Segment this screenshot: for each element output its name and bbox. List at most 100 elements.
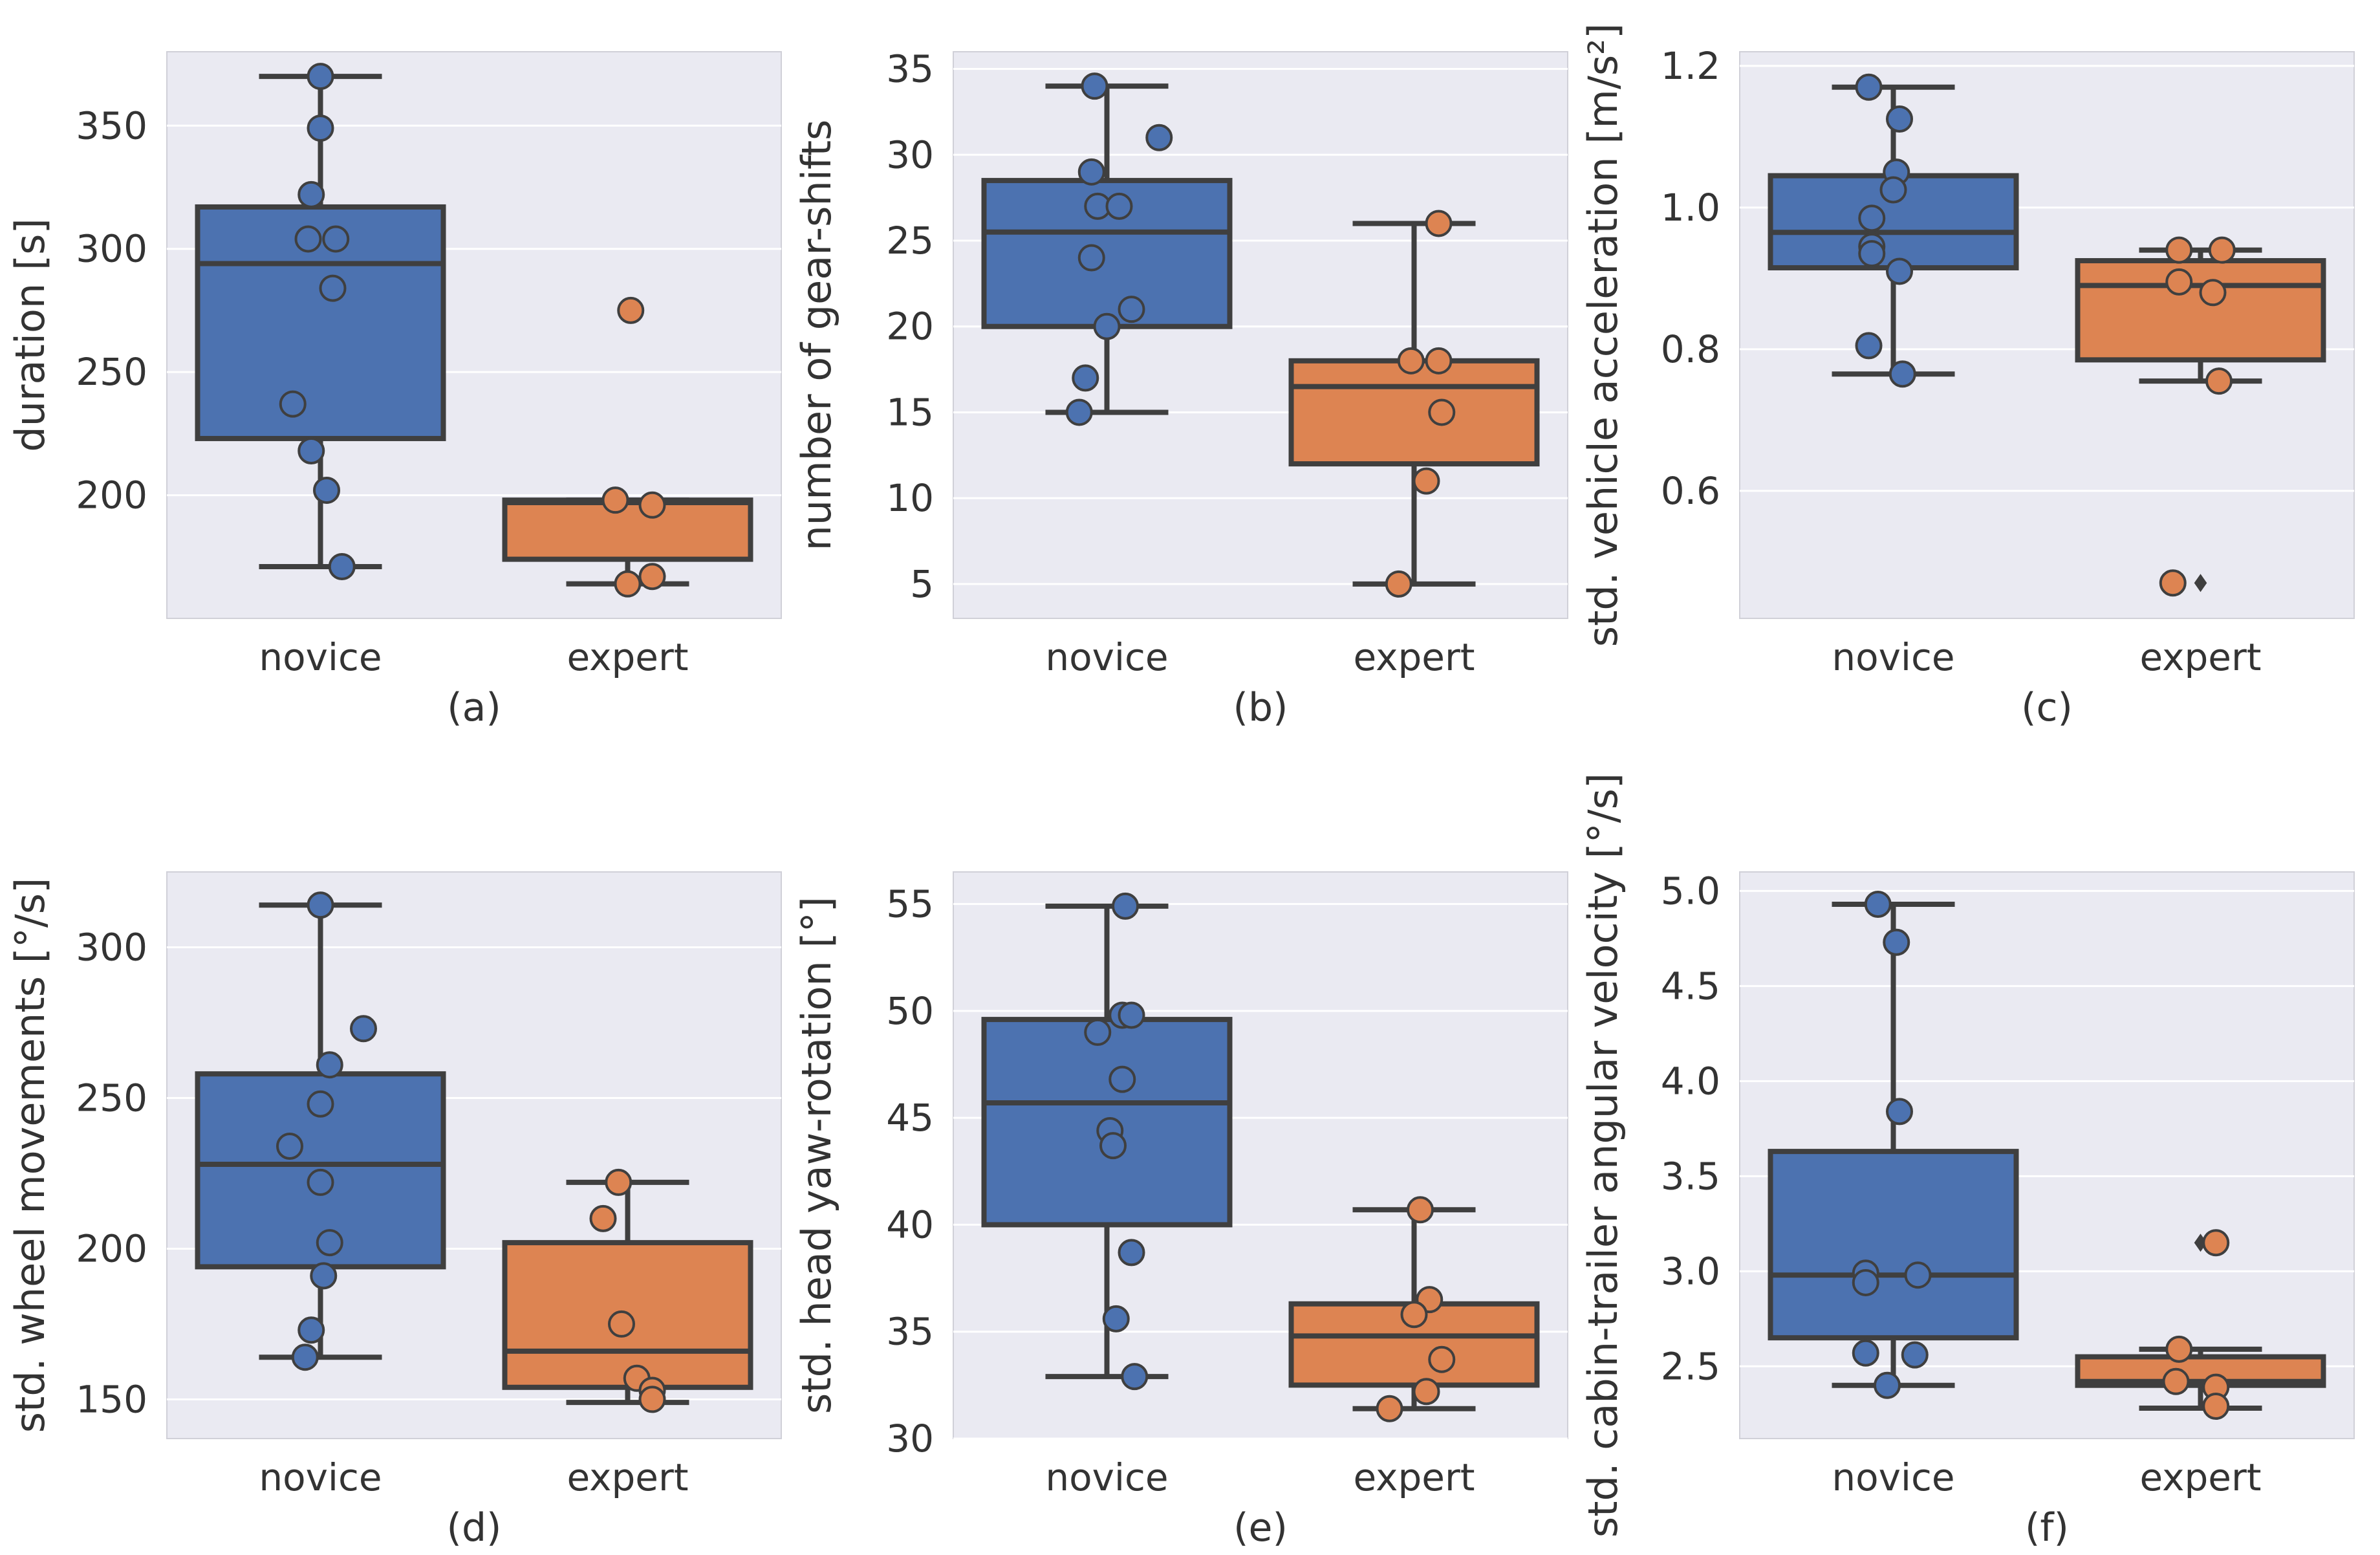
data-point — [291, 1343, 319, 1371]
y-tick-label: 10 — [886, 476, 934, 520]
data-point — [1407, 1196, 1434, 1224]
chart-panel-a: 200 250 300 350 novice expert (a) duration [s] — [6, 51, 782, 730]
box-body — [502, 497, 753, 562]
data-point — [1118, 1239, 1145, 1267]
box-body — [1288, 358, 1540, 467]
y-tick-label: 4.5 — [1661, 964, 1720, 1008]
data-point — [307, 114, 334, 142]
data-point — [316, 1051, 343, 1079]
box-body — [1288, 1301, 1540, 1388]
data-point — [1077, 158, 1105, 186]
data-point — [608, 1310, 635, 1338]
y-tick-label: 5 — [910, 562, 934, 606]
outlier-marker — [2194, 574, 2207, 593]
y-tick-label: 300 — [76, 925, 147, 969]
y-tick-label: 300 — [76, 227, 147, 271]
data-point — [310, 1262, 338, 1290]
x-tick-label: expert — [2139, 1455, 2261, 1499]
data-point — [1112, 892, 1139, 920]
data-point — [1428, 398, 1456, 426]
data-point — [1385, 570, 1412, 598]
data-point — [279, 390, 307, 418]
data-point — [276, 1133, 303, 1160]
chart-panel-d: 150 200 250 300 novice expert (d) std. wheel mo… — [6, 871, 782, 1550]
data-point — [1904, 1261, 1932, 1289]
data-point — [1412, 467, 1440, 495]
y-tick-label: 35 — [886, 47, 934, 91]
data-point — [1879, 176, 1907, 204]
data-point — [1886, 1098, 1913, 1125]
data-point — [1855, 73, 1883, 101]
y-axis-label: std. head yaw-rotation [°] — [793, 897, 840, 1414]
data-point — [319, 274, 347, 302]
data-point — [1428, 1345, 1456, 1373]
chart-panel-c: 0.6 0.8 1.0 1.2 novice expert (c) std. vehicle … — [1579, 23, 2355, 730]
data-point — [601, 486, 629, 514]
data-point — [1099, 1132, 1127, 1160]
y-tick-label: 200 — [76, 1226, 147, 1270]
y-tick-label: 5.0 — [1661, 869, 1720, 913]
data-point — [1072, 364, 1099, 392]
data-point — [2208, 236, 2236, 264]
data-point — [2165, 1335, 2193, 1363]
x-tick-label: novice — [259, 1455, 382, 1499]
data-point — [1118, 1001, 1145, 1029]
panel-label: (d) — [447, 1505, 502, 1550]
data-point — [2165, 268, 2193, 296]
x-tick-label: novice — [1832, 635, 1954, 679]
y-tick-label: 1.2 — [1661, 44, 1720, 88]
y-axis-label: number of gear-shifts — [793, 120, 840, 551]
data-point — [298, 1316, 325, 1344]
data-point — [1397, 347, 1425, 375]
data-point — [307, 1168, 334, 1196]
chart-panel-e: 30 35 40 45 50 55 novice expert (e) std. head yaw… — [793, 871, 1568, 1550]
y-axis-label: duration [s] — [6, 218, 54, 451]
y-tick-label: 50 — [886, 989, 934, 1033]
y-axis-label: std. cabin-trailer angular velocity [°/s… — [1579, 773, 1627, 1538]
y-tick-label: 0.8 — [1661, 327, 1720, 371]
x-tick-label: expert — [1353, 1455, 1475, 1499]
data-point — [614, 570, 642, 598]
data-point — [605, 1168, 633, 1196]
box-novice — [195, 74, 446, 570]
data-point — [1376, 1395, 1403, 1422]
panel-label: (a) — [447, 685, 501, 730]
data-point — [1065, 398, 1093, 426]
data-point — [2162, 1367, 2190, 1395]
data-point — [1886, 105, 1913, 133]
data-point — [1102, 1305, 1130, 1332]
data-point — [1121, 1363, 1149, 1391]
panel-label: (b) — [1233, 685, 1288, 730]
box-novice — [981, 83, 1233, 415]
data-point — [2205, 367, 2233, 395]
data-point — [1855, 332, 1883, 360]
data-point — [2165, 236, 2193, 264]
data-point — [294, 225, 322, 253]
data-point — [1093, 312, 1121, 340]
y-tick-label: 350 — [76, 103, 147, 147]
data-point — [307, 1090, 334, 1118]
y-tick-label: 150 — [76, 1377, 147, 1421]
data-point — [313, 476, 340, 504]
data-point — [1084, 1018, 1112, 1046]
data-point — [316, 1229, 343, 1257]
y-tick-label: 55 — [886, 882, 934, 926]
y-tick-label: 45 — [886, 1096, 934, 1140]
data-point — [328, 553, 356, 581]
data-point — [1883, 928, 1910, 956]
data-point — [617, 296, 645, 324]
data-point — [638, 1386, 666, 1413]
data-point — [298, 437, 325, 465]
box-body — [2075, 258, 2326, 363]
y-axis-label: std. wheel movements [°/s] — [6, 878, 54, 1433]
y-axis-label: std. vehicle acceleration [m/s²] — [1579, 23, 1627, 647]
data-point — [589, 1204, 617, 1232]
data-point — [1400, 1301, 1428, 1329]
x-tick-label: novice — [259, 635, 382, 679]
data-point — [2199, 279, 2227, 307]
data-point — [350, 1015, 377, 1043]
data-point — [1901, 1341, 1929, 1369]
y-tick-label: 3.0 — [1661, 1249, 1720, 1293]
y-tick-label: 250 — [76, 350, 147, 394]
